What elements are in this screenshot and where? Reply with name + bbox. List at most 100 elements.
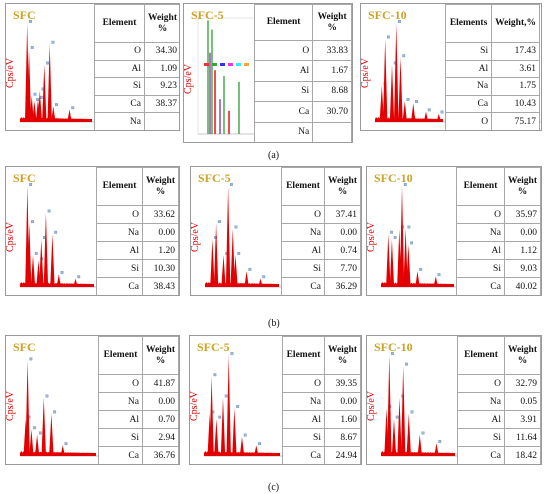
table-row: O 34.30 <box>94 42 179 61</box>
weight-table: Element Weight % O 33.83 Al 1.67 Si 8.68 Ca 30.70… <box>253 4 352 142</box>
weight-cell: 8.67 <box>323 428 361 447</box>
element-column-header: Elements <box>444 4 493 43</box>
table-row: Na 0.00 <box>96 223 179 242</box>
spectrum-peak <box>209 376 214 456</box>
element-tag <box>244 63 249 66</box>
table-row: Al 0.70 <box>98 410 179 429</box>
peak-marker <box>262 275 266 279</box>
spectrum-peak <box>406 413 411 456</box>
peak-marker <box>437 273 441 277</box>
peak-marker <box>387 35 390 39</box>
peak-marker <box>236 405 240 408</box>
weight-column-header: Weight,% <box>491 4 540 43</box>
eds-panel-b-sfc-10: SFC-10 Cps/eV Element Weight % O 35.97 Na 0.00 A… <box>366 166 542 296</box>
peak-marker <box>31 220 34 224</box>
peak-marker <box>29 357 33 361</box>
element-cell: Si <box>98 428 143 447</box>
weight-cell: 0.00 <box>503 223 541 242</box>
spectrum-peak <box>402 101 407 122</box>
table-row: O 37.41 <box>281 205 361 224</box>
weight-cell: 2.94 <box>141 428 179 447</box>
weight-table: Element Weight % O 41.87 Na 0.00 Al 0.70 Si 2.94 C… <box>98 336 179 464</box>
element-cell: Na <box>94 112 145 130</box>
peak-marker <box>33 426 37 430</box>
weight-cell: 1.67 <box>312 60 352 82</box>
spectrum-peak <box>32 101 37 122</box>
weight-cell: 8.68 <box>312 80 352 103</box>
eds-panel-a-sfc: SFC Cps/eV Element Weight % O 34.30 Al 1.09 Si 9.… <box>5 3 180 131</box>
element-cell: Si <box>282 428 325 447</box>
weight-cell: 33.62 <box>141 205 179 224</box>
weight-cell: 3.61 <box>491 59 540 79</box>
element-cell: Al <box>456 241 505 260</box>
element-cell: O <box>282 374 325 393</box>
peak-marker <box>248 267 252 271</box>
peak-marker <box>410 241 414 245</box>
weight-cell: 17.43 <box>491 42 540 61</box>
table-row: Na <box>94 112 179 130</box>
element-cell: Na <box>253 121 314 142</box>
spectrum-peak <box>399 186 405 287</box>
y-axis-label: Cps/eV <box>360 58 371 88</box>
peak-marker <box>36 98 40 101</box>
weight-column-header: Weight % <box>143 4 179 43</box>
spectrum-peak <box>406 244 411 287</box>
weight-cell: 10.30 <box>141 259 179 278</box>
element-column-header: Element <box>98 336 143 375</box>
element-cell: Al <box>282 410 325 429</box>
spectrum-peak <box>403 228 408 287</box>
element-cell: Na <box>282 392 325 411</box>
peak-marker <box>29 20 32 23</box>
spectrum-peak <box>233 255 238 287</box>
caption-b: (b) <box>268 318 280 329</box>
weight-cell: 39.35 <box>323 374 361 393</box>
table-header-row: Elements Weight,% <box>444 4 540 43</box>
table-row: Al 3.91 <box>457 410 541 429</box>
spectrum-plot <box>381 183 541 288</box>
spectrum-peak <box>391 418 397 456</box>
weight-cell: 36.76 <box>141 446 179 464</box>
table-row: Si 2.94 <box>98 428 179 447</box>
table-header-row: Element Weight % <box>282 336 361 375</box>
peak-marker <box>217 220 221 224</box>
spectrum-peak <box>379 85 384 122</box>
element-cell: Si <box>94 77 145 96</box>
table-row: O 41.87 <box>98 374 179 393</box>
element-cell: Ca <box>456 277 505 295</box>
table-row: Ca 18.42 <box>457 446 541 464</box>
spectrum-peak <box>434 443 439 456</box>
spectrum-peak <box>398 57 403 122</box>
table-row: Al 1.09 <box>94 59 179 79</box>
weight-table: Element Weight % O 39.35 Na 0.00 Al 1.60 Si 8.67 C… <box>282 336 361 464</box>
table-row: Ca 36.76 <box>98 446 179 464</box>
peak-marker <box>421 431 425 435</box>
peak-marker <box>29 183 33 186</box>
spectrum-peak <box>221 255 226 287</box>
element-cell: Al <box>98 410 143 429</box>
weight-cell: 1.12 <box>503 241 541 260</box>
element-cell: Al <box>444 59 493 79</box>
element-cell: O <box>96 205 143 224</box>
element-cell: O <box>281 205 325 224</box>
peak-marker <box>55 103 58 107</box>
spectrum-peak <box>226 355 231 456</box>
spectrum-peak <box>51 106 56 122</box>
table-row: Si 9.03 <box>456 259 541 278</box>
spectrum-peak <box>37 90 42 122</box>
spectrum-peak <box>436 113 441 122</box>
weight-cell: 38.43 <box>141 277 179 295</box>
weight-cell: 3.91 <box>503 410 541 429</box>
table-row: Ca 38.43 <box>96 277 179 295</box>
weight-column-header: Weight % <box>323 167 361 206</box>
peak-marker <box>234 225 238 229</box>
spectrum-peak <box>411 103 416 122</box>
weight-cell: 1.75 <box>491 77 540 96</box>
peak-marker <box>440 110 444 114</box>
table-row: Na 0.00 <box>456 223 541 242</box>
peak-marker <box>60 271 64 274</box>
spectrum-peak <box>29 96 34 122</box>
table-row: Ca 24.94 <box>282 446 361 464</box>
weight-column-header: Weight % <box>503 167 541 206</box>
peak-marker <box>438 440 442 443</box>
table-row: Si 9.23 <box>94 77 179 96</box>
